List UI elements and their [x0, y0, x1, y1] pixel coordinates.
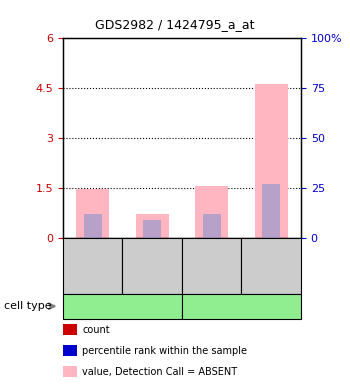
Text: GDS2982 / 1424795_a_at: GDS2982 / 1424795_a_at — [95, 18, 255, 31]
Bar — [84, 214, 102, 238]
Text: value, Detection Call = ABSENT: value, Detection Call = ABSENT — [82, 367, 237, 377]
Bar — [203, 214, 221, 238]
Bar — [76, 189, 109, 238]
Text: GSM224733: GSM224733 — [88, 238, 97, 293]
Bar — [262, 184, 280, 238]
Text: intestinal macrophage: intestinal macrophage — [190, 302, 293, 311]
Text: GSM224734: GSM224734 — [207, 239, 216, 293]
Text: splenic macrophage: splenic macrophage — [77, 302, 168, 311]
Bar — [255, 84, 288, 238]
Bar — [136, 214, 169, 238]
Bar — [144, 220, 161, 238]
Text: cell type: cell type — [4, 301, 51, 311]
Text: count: count — [82, 325, 110, 335]
Text: percentile rank within the sample: percentile rank within the sample — [82, 346, 247, 356]
Text: GSM224735: GSM224735 — [148, 238, 157, 293]
Text: GSM224736: GSM224736 — [267, 238, 276, 293]
Bar — [195, 187, 228, 238]
